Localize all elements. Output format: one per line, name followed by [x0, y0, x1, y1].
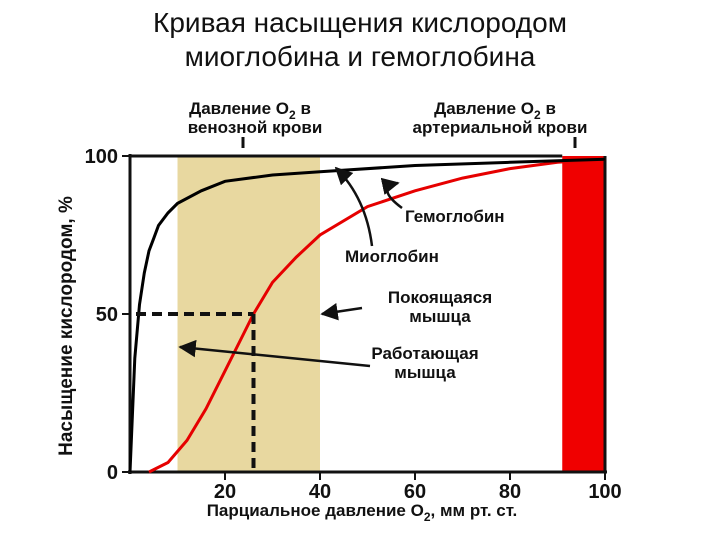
title-line-2: миоглобина и гемоглобина [184, 41, 536, 72]
title-line-1: Кривая насыщения кислородом [153, 7, 567, 38]
x-tick-label: 60 [404, 481, 426, 503]
resting-annotation-line-2: мышца [409, 307, 471, 326]
y-tick-label: 0 [107, 462, 118, 484]
venous-label-suffix: в [296, 99, 311, 118]
page-title: Кривая насыщения кислородом миоглобина и… [0, 6, 720, 74]
venous-label-line-1: Давление O2 в [189, 99, 311, 122]
x-tick-label: 100 [588, 481, 621, 503]
arterial-region [562, 156, 605, 472]
x-ticks: 20 40 60 80 100 [214, 472, 622, 503]
x-axis-label: Парциальное давление O2, мм рт. ст. [207, 501, 518, 524]
y-tick-label: 50 [96, 304, 118, 326]
y-tick-label: 100 [85, 146, 118, 168]
arterial-label-suffix: в [541, 99, 556, 118]
x-tick-label: 20 [214, 481, 236, 503]
hemoglobin-curve [148, 157, 606, 474]
working-annotation-line-1: Работающая [371, 344, 478, 363]
y-axis-label: Насыщение кислородом, % [56, 196, 77, 456]
myoglobin-curve [128, 157, 606, 473]
x-label-suffix: , мм рт. ст. [431, 501, 518, 520]
arterial-label-line-2: артериальной крови [413, 118, 588, 137]
working-arrow [178, 339, 371, 368]
arterial-label-line-1: Давление O2 в [434, 99, 556, 122]
x-tick-label: 40 [309, 481, 331, 503]
arterial-label-prefix: Давление O [434, 99, 534, 118]
x-tick-label: 80 [499, 481, 521, 503]
venous-label-sub: 2 [289, 108, 296, 122]
hemoglobin-annotation: Гемоглобин [405, 207, 505, 226]
venous-label-prefix: Давление O [189, 99, 289, 118]
myoglobin-annotation: Миоглобин [345, 247, 439, 266]
resting-annotation-line-1: Покоящаяся [388, 288, 492, 307]
myoglobin-arrow [334, 166, 374, 247]
resting-arrow [320, 303, 363, 321]
arterial-label-sub: 2 [534, 108, 541, 122]
venous-label-line-2: венозной крови [188, 118, 323, 137]
working-annotation-line-2: мышца [394, 363, 456, 382]
x-label-sub: 2 [424, 510, 431, 524]
y-ticks: 0 50 100 [85, 146, 130, 484]
x-label-prefix: Парциальное давление O [207, 501, 424, 520]
hemoglobin-arrow [380, 177, 403, 210]
